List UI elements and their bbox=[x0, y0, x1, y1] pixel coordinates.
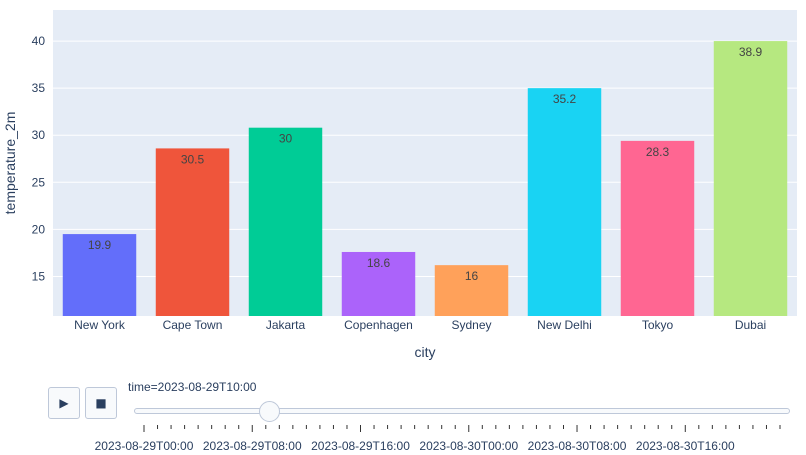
slider-tick-label: 2023-08-29T16:00 bbox=[311, 439, 410, 453]
bar-data-label: 35.2 bbox=[553, 92, 577, 106]
bar-data-label: 28.3 bbox=[646, 145, 670, 159]
bar-data-label: 18.6 bbox=[367, 256, 391, 270]
bar[interactable] bbox=[341, 251, 416, 316]
x-tick-label: New York bbox=[74, 318, 126, 332]
slider-ticks: 2023-08-29T00:00 2023-08-29T08:00 2023-08-… bbox=[95, 425, 781, 453]
slider-tick-label: 2023-08-29T08:00 bbox=[203, 439, 302, 453]
bars: 19.9 30.5 30 18.6 16 35.2 28.3 38.9 bbox=[62, 41, 788, 316]
slider-tick-label: 2023-08-30T16:00 bbox=[636, 439, 735, 453]
bar-data-label: 30 bbox=[279, 132, 293, 146]
x-tick-label: Copenhagen bbox=[344, 318, 413, 332]
bar[interactable] bbox=[248, 127, 323, 316]
y-axis-ticks: 15 20 25 30 35 40 bbox=[32, 34, 46, 283]
y-tick-label: 40 bbox=[32, 34, 46, 48]
x-tick-label: New Delhi bbox=[537, 318, 592, 332]
slider-tick-label: 2023-08-30T00:00 bbox=[419, 439, 518, 453]
bar[interactable] bbox=[155, 148, 230, 316]
slider-handle[interactable] bbox=[258, 401, 280, 422]
bar[interactable] bbox=[527, 88, 602, 316]
stop-icon: ■ bbox=[95, 396, 107, 410]
x-axis-label: city bbox=[415, 344, 436, 360]
slider-tick-label: 2023-08-30T08:00 bbox=[528, 439, 627, 453]
y-tick-label: 20 bbox=[32, 222, 46, 236]
y-tick-label: 35 bbox=[32, 81, 46, 95]
bar[interactable] bbox=[620, 140, 695, 316]
slider-rail[interactable] bbox=[134, 408, 790, 414]
y-tick-label: 25 bbox=[32, 175, 46, 189]
x-tick-label: Jakarta bbox=[266, 318, 306, 332]
x-tick-label: Tokyo bbox=[642, 318, 674, 332]
bar-data-label: 30.5 bbox=[181, 152, 205, 166]
bar[interactable] bbox=[62, 234, 137, 316]
y-axis-label: temperature_2m bbox=[2, 112, 18, 215]
stop-button[interactable]: ■ bbox=[85, 387, 117, 419]
bar-data-label: 16 bbox=[465, 269, 479, 283]
x-tick-label: Cape Town bbox=[163, 318, 223, 332]
x-axis-ticks: New York Cape Town Jakarta Copenhagen Sydney… bbox=[74, 318, 766, 332]
play-button[interactable]: ▶ bbox=[48, 387, 80, 419]
x-tick-label: Sydney bbox=[451, 318, 491, 332]
slider-tick-label: 2023-08-29T00:00 bbox=[95, 439, 194, 453]
play-icon: ▶ bbox=[59, 396, 69, 410]
x-tick-label: Dubai bbox=[735, 318, 766, 332]
bar-data-label: 38.9 bbox=[739, 45, 763, 59]
slider-current-value: time=2023-08-29T10:00 bbox=[128, 380, 257, 394]
bar-data-label: 19.9 bbox=[88, 238, 112, 252]
y-tick-label: 15 bbox=[32, 269, 46, 283]
bar[interactable] bbox=[713, 41, 788, 316]
y-tick-label: 30 bbox=[32, 128, 46, 142]
bar[interactable] bbox=[434, 265, 509, 316]
